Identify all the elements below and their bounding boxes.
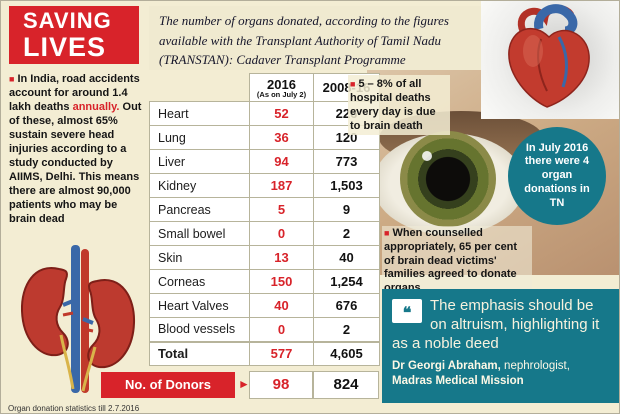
organ-2016-value: 0: [249, 221, 314, 246]
table-row: Liver 94 773: [149, 149, 380, 174]
organ-2008-16-value: 9: [313, 197, 380, 222]
organ-2016-value: 13: [249, 245, 314, 270]
quote-box: ❝ The emphasis should be on altruism, hi…: [382, 289, 619, 403]
masthead: SAVING LIVES: [9, 6, 139, 64]
total-2008-16-value: 4,605: [313, 340, 380, 366]
organ-2016-value: 5: [249, 197, 314, 222]
organ-2008-16-value: 773: [313, 149, 380, 174]
organ-2008-16-value: 40: [313, 245, 380, 270]
heart-panel: [481, 1, 619, 119]
organ-name: Heart: [149, 101, 250, 126]
quote-author-name: Dr Georgi Abraham,: [392, 360, 501, 373]
bullet-icon: ■: [384, 228, 390, 238]
organ-2008-16-value: 1,254: [313, 269, 380, 294]
intro-text: The number of organs donated, according …: [149, 6, 481, 70]
heart-illustration: [508, 4, 590, 108]
fact-brain-death-text: 5 – 8% of all hospital deaths every day …: [350, 78, 436, 133]
quote-attribution: Dr Georgi Abraham, nephrologist, Madras …: [392, 359, 609, 389]
organ-2008-16-value: 676: [313, 293, 380, 318]
table-header-2016: 2016 (As on July 2): [249, 73, 314, 102]
bullet-icon: ■: [350, 79, 356, 89]
quote-icon: ❝: [392, 299, 422, 323]
table-header-empty: [150, 74, 250, 102]
table-row: Pancreas 5 9: [149, 197, 380, 222]
left-note-text-1: In India, road accidents account for aro…: [9, 73, 140, 113]
fact-brain-death: ■ 5 – 8% of all hospital deaths every day…: [348, 75, 450, 136]
bullet-icon: ■: [9, 74, 15, 84]
organ-2016-value: 36: [249, 125, 314, 150]
footnote: Organ donation statistics till 2.7.2016: [8, 404, 140, 413]
table-row: Corneas 150 1,254: [149, 269, 380, 294]
donors-2008-16-value: 824: [313, 371, 379, 399]
eye-highlight: [422, 151, 432, 161]
table-header-row: 2016 (As on July 2) 2008-16: [150, 73, 380, 102]
organ-2008-16-value: 2: [313, 221, 380, 246]
table-row: Lung 36 120: [149, 125, 380, 150]
donors-2016-value: 98: [249, 371, 313, 399]
table-row: Blood vessels 0 2: [149, 317, 380, 342]
organ-2016-value: 150: [249, 269, 314, 294]
eye-iris: [400, 131, 496, 227]
organ-2016-value: 40: [249, 293, 314, 318]
organ-2016-value: 0: [249, 317, 314, 342]
total-label: Total: [149, 340, 250, 366]
table-row: Heart Valves 40 676: [149, 293, 380, 318]
quote-glyph: ❝: [402, 304, 412, 322]
quote-text: The emphasis should be on altruism, high…: [392, 297, 600, 352]
total-2016-value: 577: [249, 340, 314, 366]
kidneys-illustration: [20, 245, 136, 393]
quote-author-role: nephrologist,: [500, 360, 570, 373]
organ-name: Kidney: [149, 173, 250, 198]
masthead-line1: SAVING: [23, 8, 112, 33]
tn-donations-circle: In July 2016 there were 4 organ donation…: [508, 127, 606, 225]
organ-name: Blood vessels: [149, 317, 250, 342]
left-note-highlight: annually.: [72, 100, 120, 113]
organ-2008-16-value: 1,503: [313, 173, 380, 198]
left-note: ■ In India, road accidents account for ar…: [9, 73, 147, 227]
fact-counselling-text: When counselled appropriately, 65 per ce…: [384, 227, 518, 294]
masthead-line2: LIVES: [23, 31, 107, 62]
table-total-row: Total 577 4,605: [149, 340, 380, 366]
donors-row: No. of Donors ► 98 824: [101, 371, 381, 399]
organ-donation-table: 2016 (As on July 2) 2008-16 Heart 52 226…: [149, 73, 380, 366]
left-note-text-2: Out of these, almost 65% sustain severe …: [9, 100, 142, 183]
organ-name: Corneas: [149, 269, 250, 294]
arrow-right-icon: ►: [238, 377, 250, 391]
organ-name: Skin: [149, 245, 250, 270]
header-2016-year: 2016: [267, 76, 296, 92]
kidneys-panel: [9, 239, 149, 404]
organ-2016-value: 94: [249, 149, 314, 174]
table-row: Skin 13 40: [149, 245, 380, 270]
header-2016-subtitle: (As on July 2): [256, 89, 307, 99]
table-row: Heart 52 226: [149, 101, 380, 126]
table-row: Small bowel 0 2: [149, 221, 380, 246]
donors-label: No. of Donors: [101, 372, 235, 398]
organ-2008-16-value: 2: [313, 317, 380, 342]
table-row: Kidney 187 1,503: [149, 173, 380, 198]
organ-name: Liver: [149, 149, 250, 174]
organ-2016-value: 52: [249, 101, 314, 126]
organ-2016-value: 187: [249, 173, 314, 198]
left-note-text-3: This means there are almost 90,000 patie…: [9, 170, 140, 225]
organ-name: Small bowel: [149, 221, 250, 246]
tn-donations-text: In July 2016 there were 4 organ donation…: [524, 141, 590, 209]
organ-name: Lung: [149, 125, 250, 150]
organ-name: Pancreas: [149, 197, 250, 222]
quote-author-org: Madras Medical Mission: [392, 375, 524, 388]
fact-counselling: ■ When counselled appropriately, 65 per c…: [382, 226, 532, 297]
organ-name: Heart Valves: [149, 293, 250, 318]
